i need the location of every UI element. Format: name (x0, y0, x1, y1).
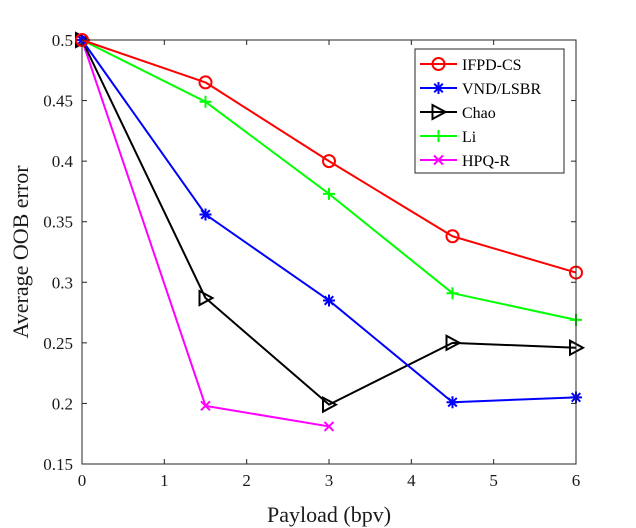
data-point-li (199, 95, 212, 108)
x-tick-label: 3 (325, 471, 334, 490)
series-line-chao (81, 39, 577, 406)
data-point-vnd-lsbr (199, 208, 212, 221)
x-tick-label: 4 (407, 471, 416, 490)
legend-entry-li: Li (420, 129, 477, 146)
data-point-hpq-r (200, 400, 211, 412)
data-point-chao (322, 395, 339, 414)
legend-label-chao: Chao (462, 105, 496, 122)
x-tick-label: 5 (489, 471, 498, 490)
x-tick-label: 0 (78, 471, 87, 490)
legend-marker-vnd-lsbr (432, 82, 445, 94)
series-ifpd-cs (75, 33, 583, 280)
series-line-ifpd-cs (81, 39, 577, 274)
y-tick-label: 0.3 (52, 273, 73, 292)
legend-marker-hpq-r (433, 154, 444, 166)
y-tick-label: 0.15 (43, 455, 73, 474)
data-point-chao (445, 334, 462, 352)
tick-layer: 0 1 2 3 4 5 6 0.15 0.2 0.25 0.3 0.35 0.4 0.45 0.5 (43, 31, 580, 490)
data-point-li (446, 287, 459, 300)
legend-label-li: Li (462, 129, 477, 146)
legend-marker-ifpd-cs (431, 57, 446, 71)
data-point-vnd-lsbr (323, 294, 335, 307)
x-axis-title: Payload (bpv) (267, 502, 391, 527)
x-tick-label: 6 (572, 471, 581, 490)
data-point-ifpd-cs (198, 75, 213, 90)
y-axis-title: Average OOB error (8, 165, 33, 339)
legend-entry-hpq-r: HPQ-R (420, 153, 510, 170)
legend-entries: IFPD-CS VND/LSBR Chao Li HPQ-R (420, 57, 541, 170)
x-tick-label: 1 (160, 471, 169, 490)
x-tick-label: 2 (242, 471, 251, 490)
y-tick-label: 0.4 (52, 152, 74, 171)
legend-label-vnd-lsbr: VND/LSBR (462, 81, 541, 98)
data-point-ifpd-cs (322, 154, 336, 169)
data-point-chao (198, 289, 215, 307)
legend-marker-chao (431, 103, 448, 121)
y-tick-label: 0.5 (52, 31, 73, 50)
y-tick-label: 0.2 (52, 394, 73, 413)
legend-label-hpq-r: HPQ-R (462, 153, 510, 170)
y-tick-label: 0.45 (43, 92, 73, 111)
data-point-ifpd-cs (445, 229, 460, 244)
legend-entry-vnd-lsbr: VND/LSBR (420, 81, 541, 98)
legend: IFPD-CS VND/LSBR Chao Li HPQ-R (414, 48, 565, 174)
legend-entry-chao: Chao (420, 103, 496, 122)
data-point-li (323, 187, 335, 200)
legend-entry-ifpd-cs: IFPD-CS (420, 57, 522, 74)
y-tick-label: 0.35 (43, 213, 73, 232)
legend-label-ifpd-cs: IFPD-CS (462, 57, 522, 74)
legend-marker-li (432, 130, 445, 142)
y-tick-label: 0.25 (43, 334, 73, 353)
data-point-hpq-r (323, 421, 335, 432)
data-point-vnd-lsbr (446, 396, 459, 409)
